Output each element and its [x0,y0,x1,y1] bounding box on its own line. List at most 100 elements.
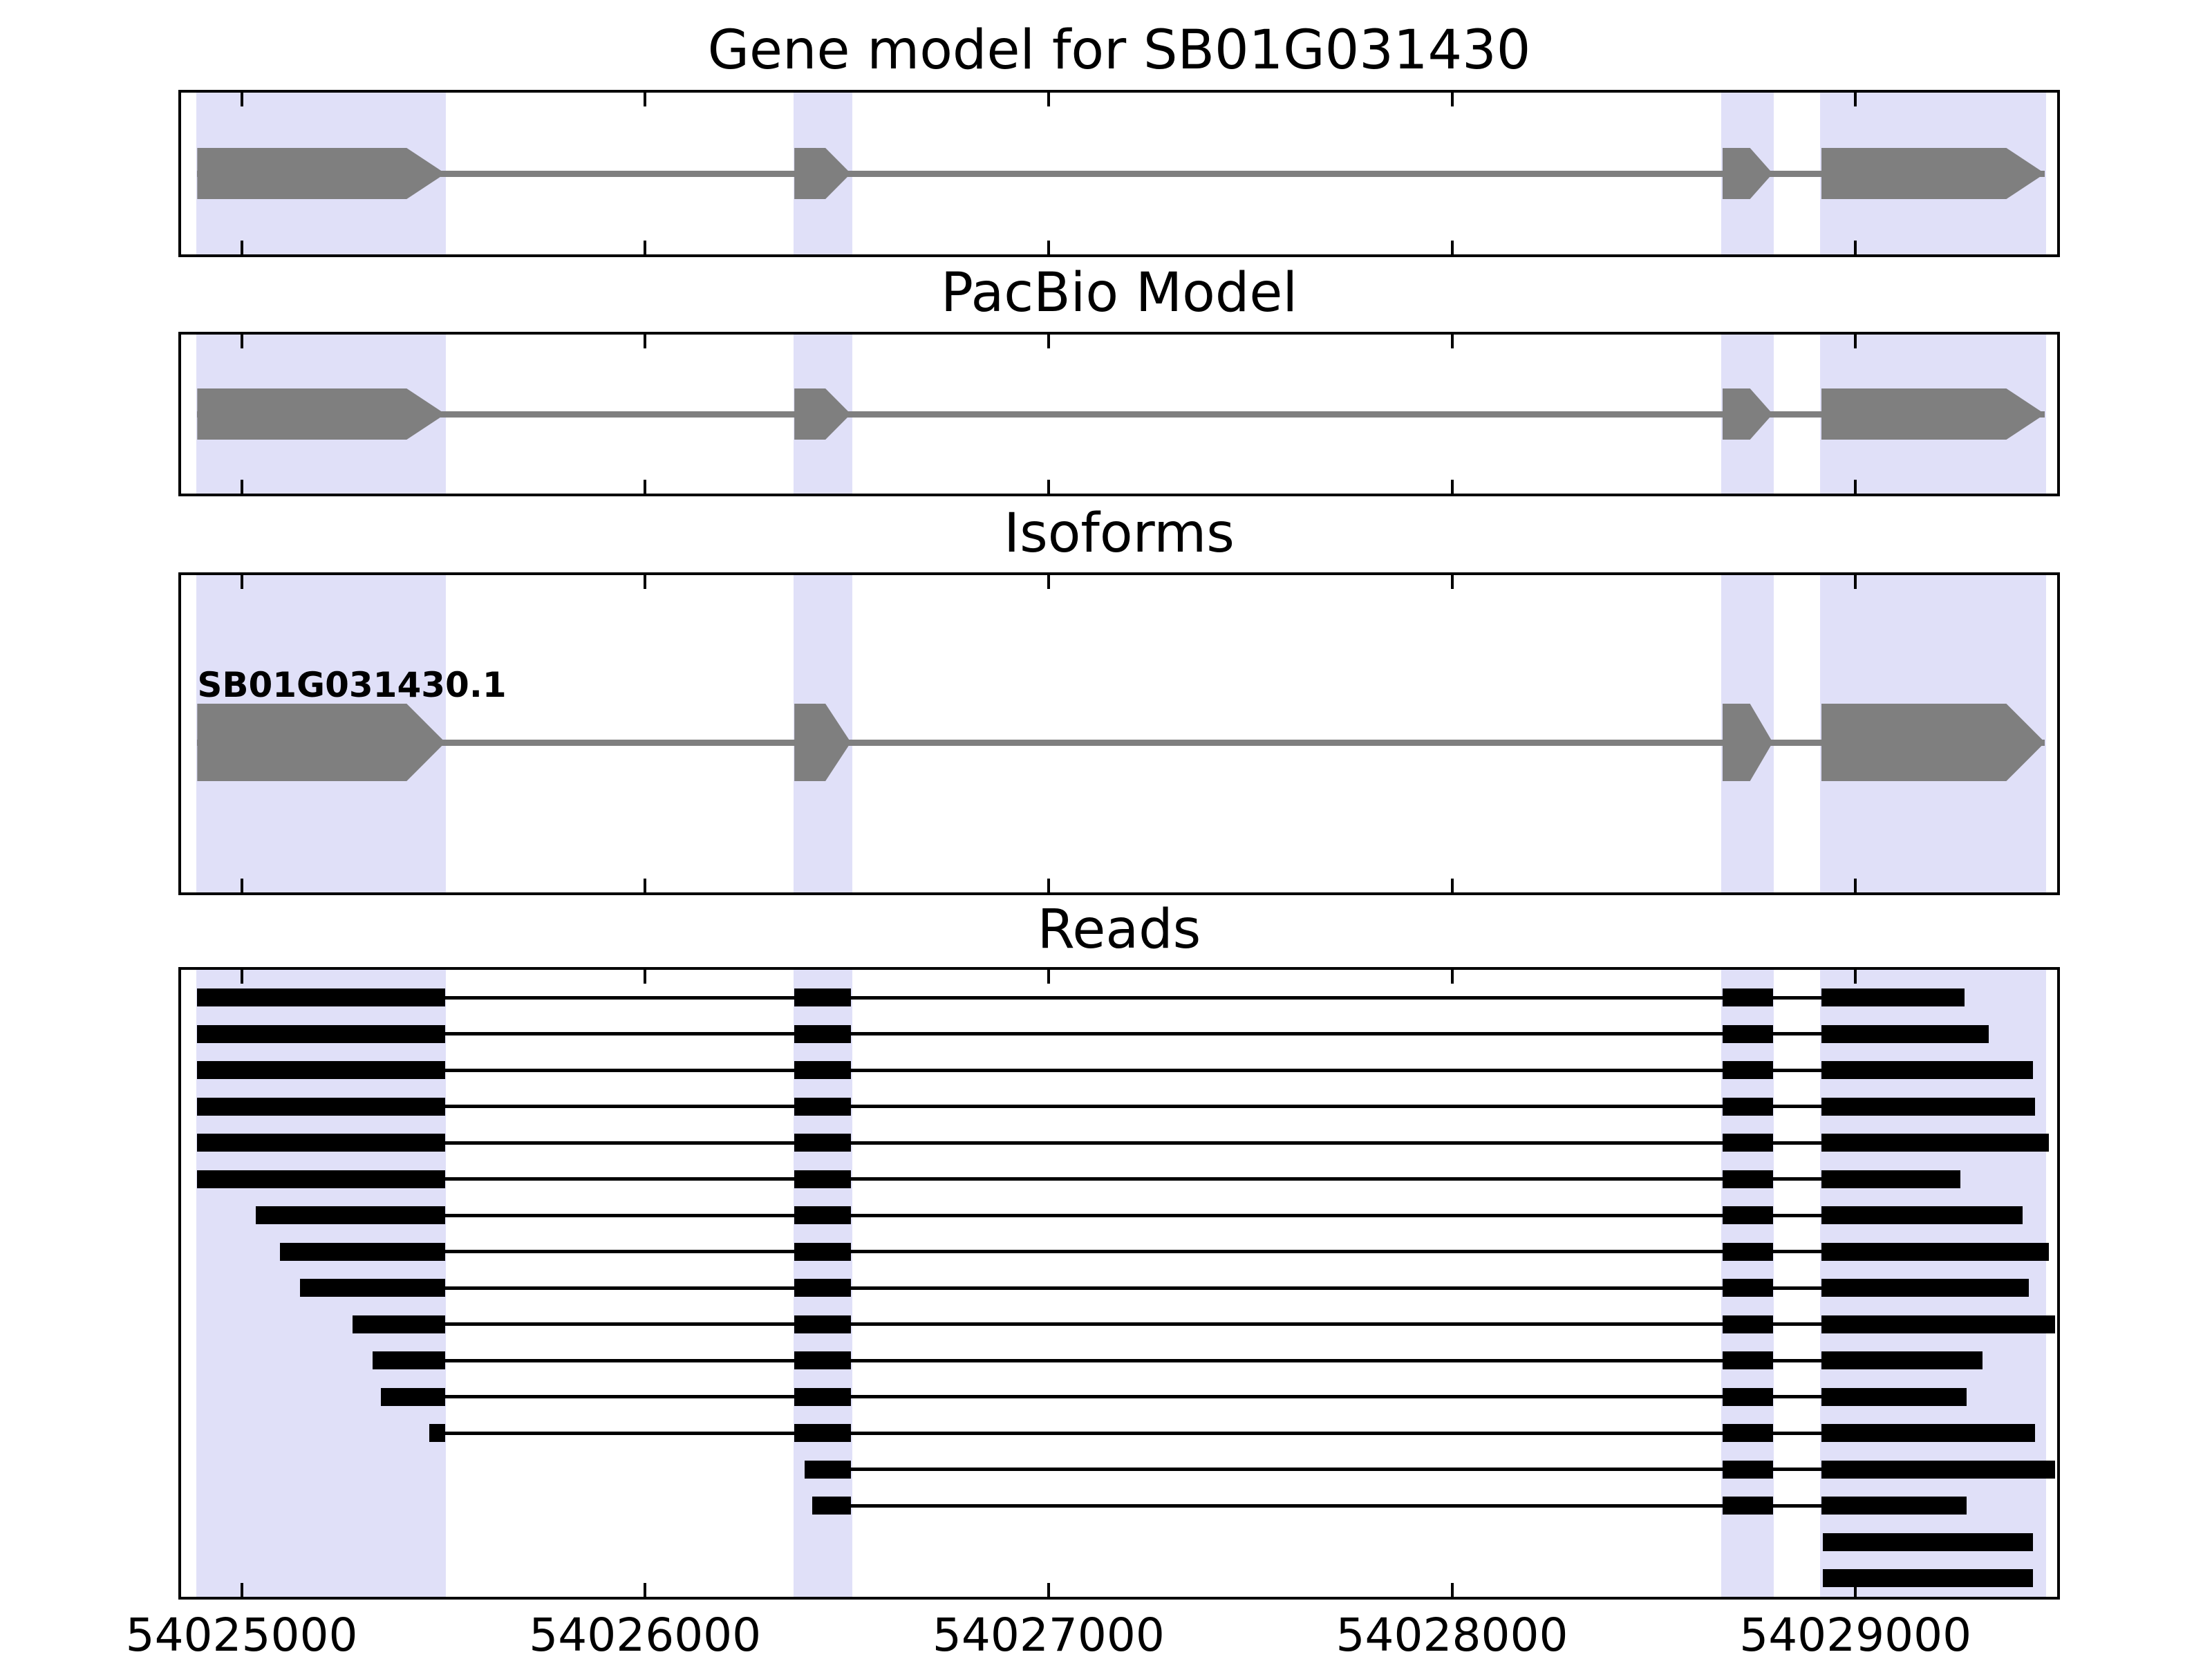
read-block [794,1279,851,1297]
axis-tick-mark [644,93,647,106]
read-block [1821,1242,2050,1261]
axis-tick-mark [1047,335,1050,348]
x-tick-label: 54029000 [1739,1609,1972,1659]
read-block [1821,1351,1983,1369]
axis-tick-mark [1854,241,1857,254]
read-intron-line [429,1431,2035,1435]
read-intron-line [197,1032,1989,1035]
exon-arrow [1821,148,2045,199]
x-tick-label: 54025000 [125,1609,358,1659]
read-intron-line [812,1503,1967,1508]
axis-tick-mark [240,93,243,106]
read-block [197,988,446,1006]
read-block [794,1061,851,1079]
axis-tick-mark [1854,970,1857,984]
read-block [300,1279,446,1297]
panel-reads [178,967,2060,1600]
x-tick-label: 54026000 [529,1609,762,1659]
axis-tick-mark [1047,93,1050,106]
panel-pacbio-model [178,332,2060,496]
panel-isoforms: SB01G031430.1 [178,572,2060,895]
read-block [380,1387,446,1406]
read-intron-line [804,1468,2056,1471]
exon-arrow [197,388,446,440]
read-block [1722,1170,1773,1188]
read-intron-line [197,995,1965,1000]
read-intron-line [255,1213,2023,1217]
read-block [794,1206,851,1224]
read-intron-line [300,1286,2030,1290]
axis-tick-mark [240,241,243,254]
axis-tick-mark [1450,241,1454,254]
read-intron-line [279,1250,2050,1253]
read-block [794,1242,851,1261]
axis-tick-mark [644,575,647,589]
isoform-label: SB01G031430.1 [197,665,507,705]
axis-tick-mark [1450,970,1454,984]
read-intron-line [353,1322,2056,1326]
read-intron-line [197,1105,2035,1108]
axis-tick-mark [1854,879,1857,892]
read-block [1823,1569,2033,1587]
axis-tick-mark [240,575,243,589]
read-block [794,1315,851,1333]
read-block [1821,1097,2035,1116]
read-block [197,1134,446,1152]
read-block [794,1024,851,1043]
read-block [1821,1206,2023,1224]
read-block [1722,1351,1773,1369]
axis-tick-mark [1854,575,1857,589]
read-block [794,1351,851,1369]
read-block [794,1097,851,1116]
exon-arrow [197,148,446,199]
read-block [1821,1315,2056,1333]
read-intron-line [373,1358,1983,1362]
axis-tick-mark [1450,93,1454,106]
read-intron-line [197,1068,2033,1072]
read-intron-line [197,1141,2050,1145]
read-block [1821,1424,2035,1442]
axis-tick-mark [1450,480,1454,494]
read-block [794,1424,851,1442]
x-tick-label: 54028000 [1335,1609,1568,1659]
read-block [353,1315,446,1333]
intron-line [197,171,2045,177]
read-block [197,1024,446,1043]
read-block [1722,1242,1773,1261]
read-block [1722,1134,1773,1152]
axis-tick-mark [1450,879,1454,892]
intron-line [197,411,2045,418]
panel-title-reads: Reads [1037,899,1201,961]
read-block [1722,1497,1773,1515]
read-block [1722,1424,1773,1442]
panel-title-isoforms: Isoforms [1004,503,1235,565]
read-block [1722,1460,1773,1479]
read-block [1722,1097,1773,1116]
read-block [1821,1170,1960,1188]
read-block [794,1387,851,1406]
read-block [1722,1206,1773,1224]
read-block [1821,1387,1967,1406]
axis-tick-mark [644,480,647,494]
axis-tick-mark [644,241,647,254]
read-block [1821,1279,2030,1297]
read-block [1821,1460,2056,1479]
read-block [1722,1315,1773,1333]
exon-arrow [197,704,446,781]
read-block [794,988,851,1006]
axis-tick-mark [1047,1583,1050,1597]
axis-tick-mark [240,970,243,984]
read-block [279,1242,446,1261]
read-block [197,1170,446,1188]
axis-tick-mark [1450,575,1454,589]
read-block [1821,1024,1989,1043]
read-block [1821,1134,2050,1152]
read-block [373,1351,446,1369]
axis-tick-mark [644,879,647,892]
axis-tick-mark [240,879,243,892]
axis-tick-mark [1047,879,1050,892]
x-tick-label: 54027000 [932,1609,1165,1659]
read-block [197,1097,446,1116]
axis-tick-mark [1450,1583,1454,1597]
